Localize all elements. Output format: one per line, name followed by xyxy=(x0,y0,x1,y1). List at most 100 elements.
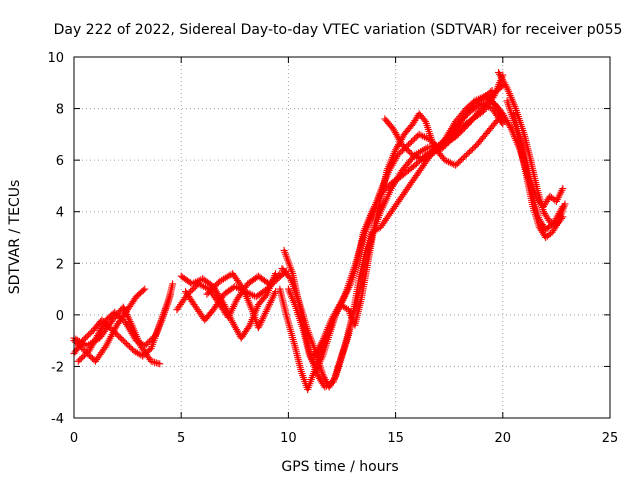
y-tick-label: -4 xyxy=(51,412,64,427)
series-track-14 xyxy=(381,87,496,164)
data-point xyxy=(76,343,84,351)
x-tick-label: 0 xyxy=(70,431,78,446)
data-point xyxy=(141,342,149,350)
x-tick-label: 5 xyxy=(177,431,185,446)
data-point xyxy=(82,334,90,342)
x-tick-label: 20 xyxy=(495,431,512,446)
data-point xyxy=(122,340,130,348)
data-point xyxy=(403,145,411,153)
data-point xyxy=(408,138,416,146)
data-point xyxy=(462,151,470,159)
data-point xyxy=(185,289,193,297)
y-tick-label: -2 xyxy=(51,360,64,375)
data-point xyxy=(114,311,122,319)
data-point xyxy=(467,147,475,155)
data-point xyxy=(139,286,147,294)
data-point xyxy=(115,332,123,340)
chart-title: Day 222 of 2022, Sidereal Day-to-day VTE… xyxy=(54,22,623,38)
data-point xyxy=(433,145,441,153)
y-tick-label: 2 xyxy=(56,257,64,272)
data-point xyxy=(406,139,414,147)
data-point xyxy=(77,354,85,362)
data-point xyxy=(145,337,153,345)
y-tick-label: 0 xyxy=(56,309,64,324)
data-points xyxy=(70,68,569,394)
data-point xyxy=(117,314,125,322)
data-point xyxy=(458,155,466,163)
data-point xyxy=(404,141,412,149)
data-point xyxy=(487,88,495,96)
data-point xyxy=(506,123,514,131)
data-point xyxy=(80,351,88,359)
y-tick-label: 8 xyxy=(56,103,64,118)
x-axis-title: GPS time / hours xyxy=(281,459,398,475)
data-point xyxy=(470,144,478,152)
data-point xyxy=(455,158,463,166)
data-point xyxy=(561,200,569,208)
data-point xyxy=(461,152,469,160)
data-point xyxy=(468,145,476,153)
data-point xyxy=(397,148,405,156)
data-point xyxy=(412,133,420,141)
data-point xyxy=(411,135,419,143)
y-axis-title: SDTVAR / TECUs xyxy=(7,180,23,295)
data-point xyxy=(318,338,326,346)
data-point xyxy=(453,160,461,168)
data-point xyxy=(272,288,280,296)
data-point xyxy=(488,87,496,95)
series-track-18 xyxy=(510,110,567,211)
data-point xyxy=(144,339,152,347)
data-point xyxy=(436,143,444,151)
data-point xyxy=(85,331,93,339)
data-point xyxy=(411,161,419,169)
data-point xyxy=(559,185,567,193)
data-point xyxy=(118,335,126,343)
data-point xyxy=(459,154,467,162)
data-point xyxy=(456,157,464,165)
data-point xyxy=(76,356,84,364)
y-tick-label: 4 xyxy=(56,206,64,221)
data-point xyxy=(142,340,150,348)
data-point xyxy=(79,345,87,353)
data-point xyxy=(435,144,443,152)
series-track-17 xyxy=(503,97,569,241)
data-point xyxy=(432,147,440,155)
data-point xyxy=(112,310,120,318)
data-point xyxy=(119,337,127,345)
data-point xyxy=(124,341,132,349)
data-point xyxy=(464,150,472,158)
data-point xyxy=(169,280,177,288)
series-track-7 xyxy=(177,270,280,342)
data-point xyxy=(238,283,246,291)
data-point xyxy=(127,344,135,352)
data-point xyxy=(401,144,409,152)
data-point xyxy=(141,285,149,293)
data-point xyxy=(74,357,82,365)
data-point xyxy=(156,360,164,368)
x-tick-label: 15 xyxy=(387,431,404,446)
data-point xyxy=(553,220,561,228)
data-point xyxy=(188,286,196,294)
data-point xyxy=(404,147,412,155)
data-point xyxy=(272,270,280,278)
data-point xyxy=(398,141,406,149)
data-point xyxy=(493,116,501,124)
y-tick-label: 10 xyxy=(47,51,64,66)
data-point xyxy=(465,148,473,156)
data-point xyxy=(502,82,510,90)
data-point xyxy=(406,148,414,156)
data-point xyxy=(400,142,408,150)
x-tick-label: 10 xyxy=(280,431,297,446)
data-point xyxy=(121,338,129,346)
x-tick-label: 25 xyxy=(602,431,619,446)
data-point xyxy=(125,343,133,351)
data-point xyxy=(184,290,192,298)
series-track-4 xyxy=(74,280,177,365)
data-point xyxy=(412,160,420,168)
data-point xyxy=(438,141,446,149)
data-point xyxy=(187,287,195,295)
data-point xyxy=(111,308,119,316)
data-point xyxy=(82,350,90,358)
data-point xyxy=(118,316,126,324)
